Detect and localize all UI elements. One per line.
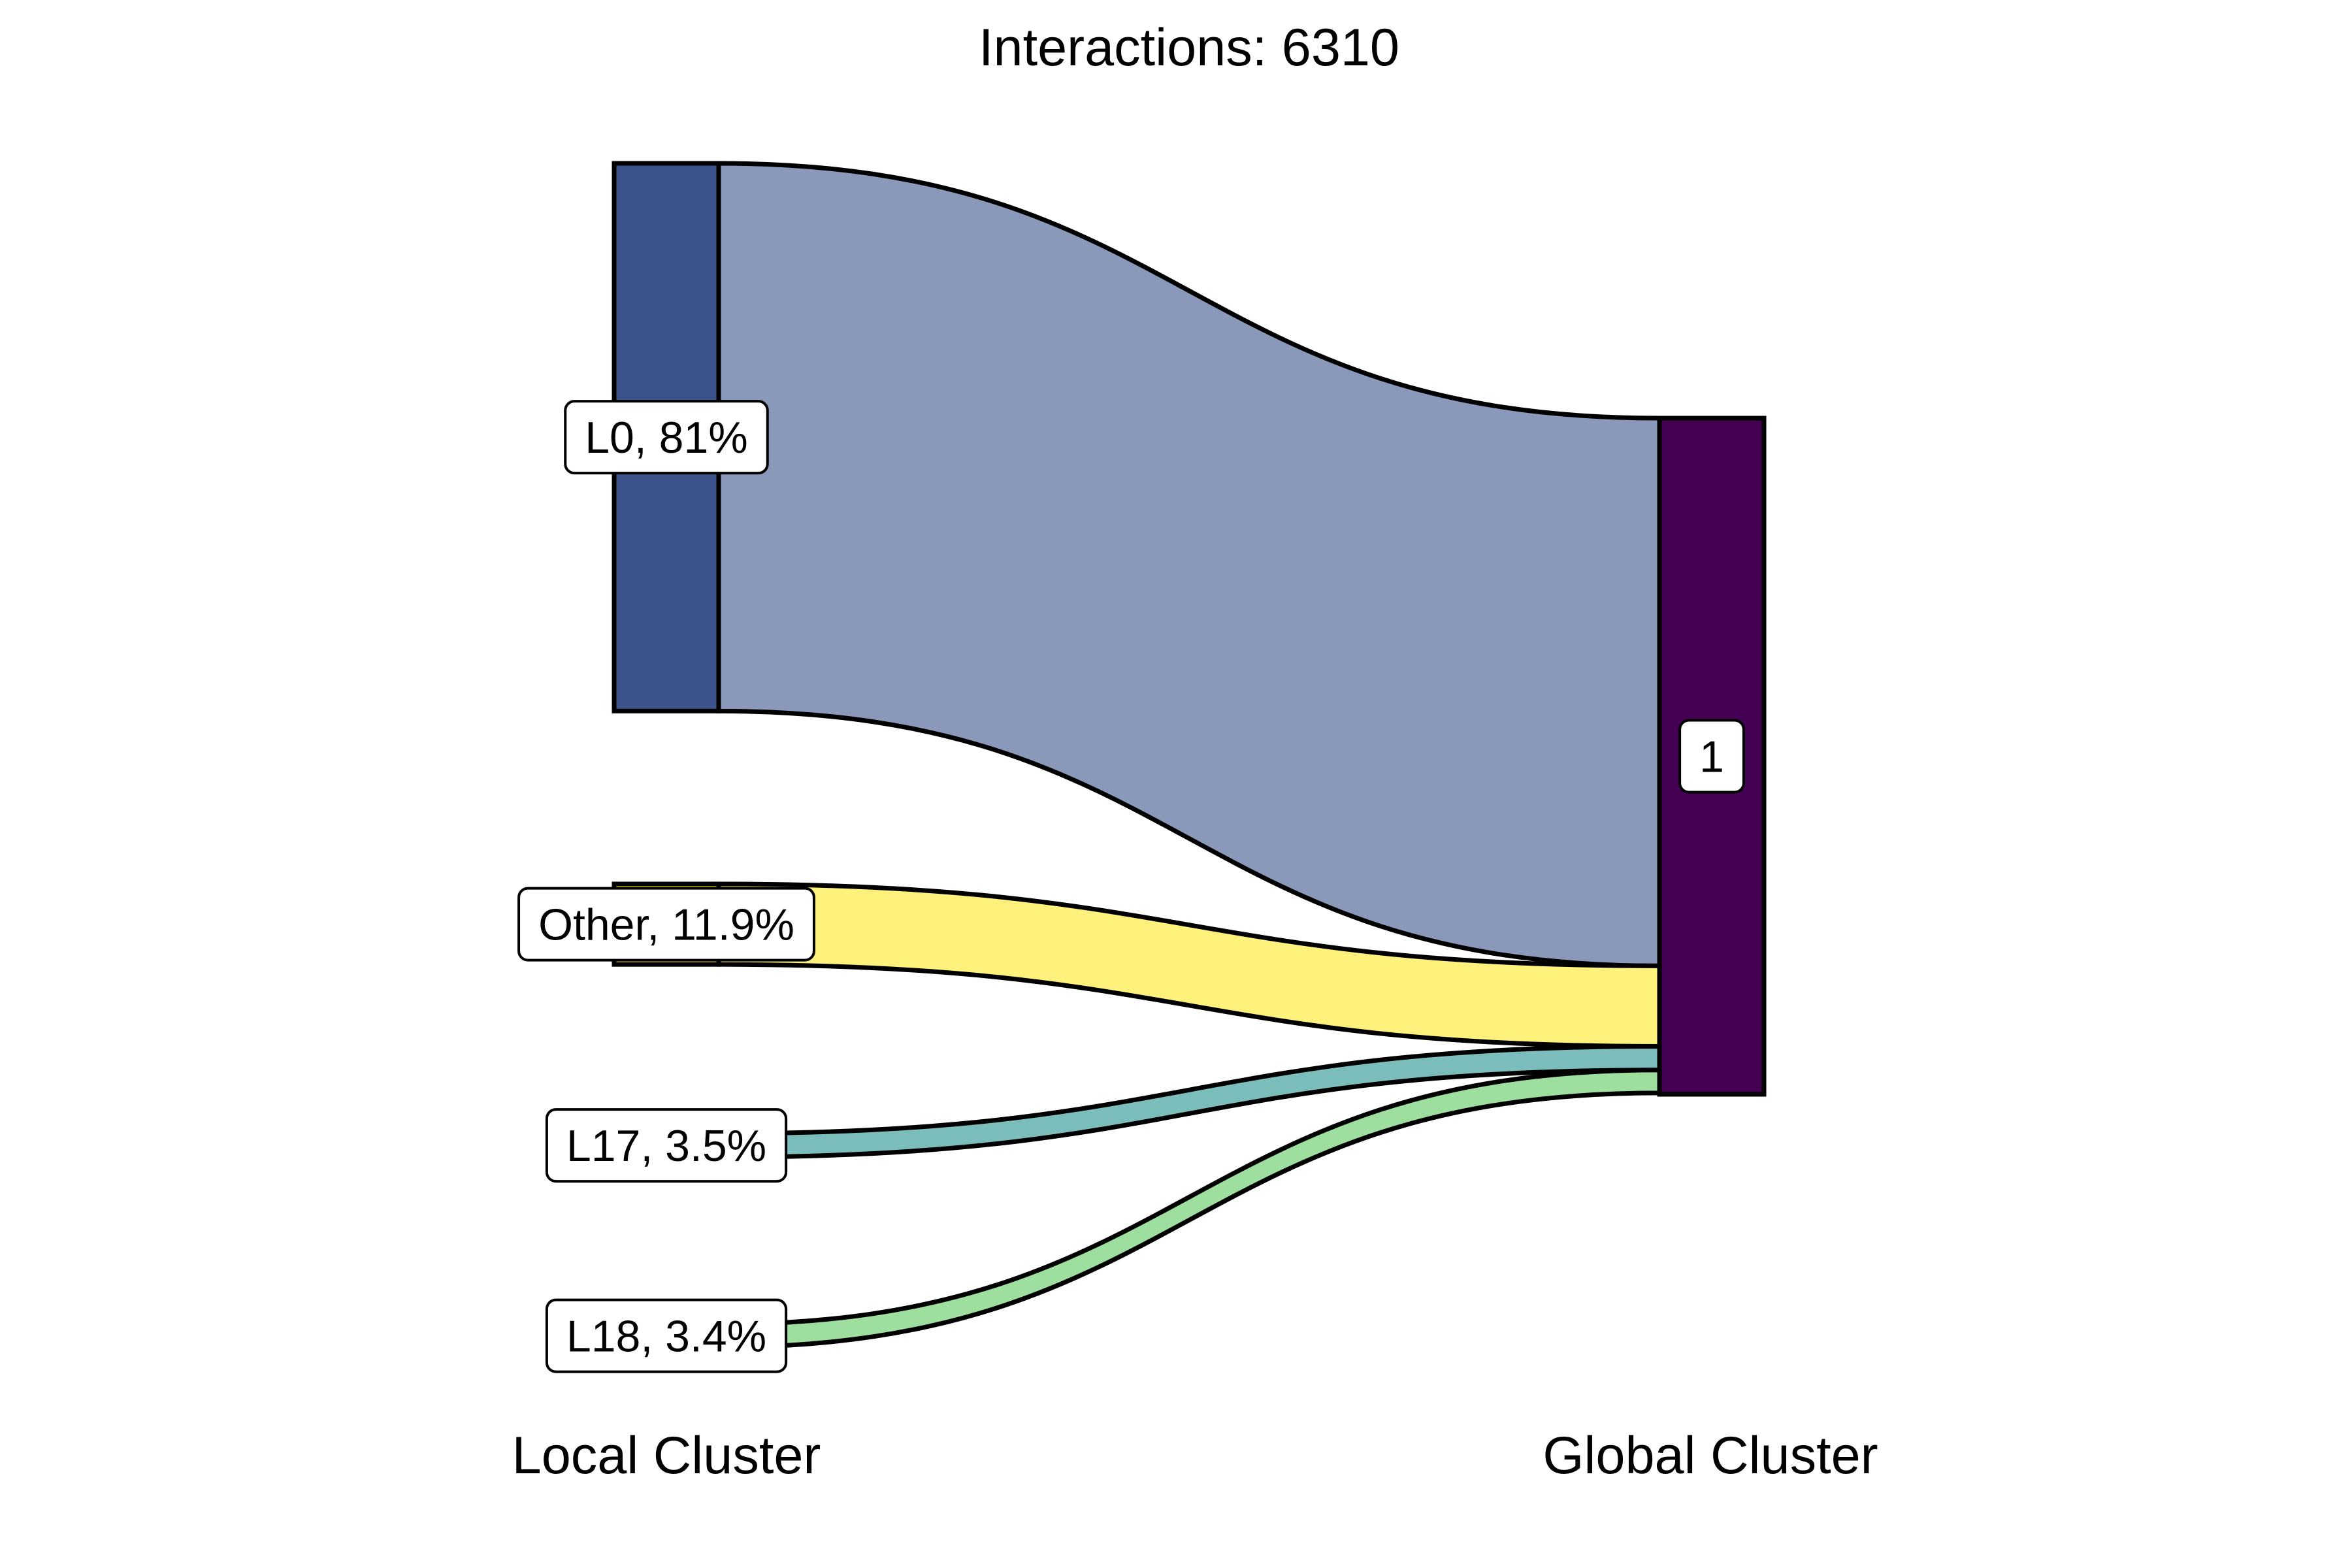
node-label-l17-box: [545, 1108, 788, 1183]
node-label-other: Other, 11.9%: [517, 887, 815, 962]
node-label-l0: L0, 81%: [564, 400, 769, 475]
node-label-target-1-text: 1: [1699, 732, 1724, 782]
axis-label-local-cluster: Local Cluster: [512, 1426, 821, 1485]
node-label-l18-box: [545, 1298, 788, 1373]
labels-layer: L0, 81% Other, 11.9% L17, 3.5% L18, 3.4% 1: [517, 400, 1745, 1373]
node-label-other-box: [517, 887, 815, 962]
flows-layer: [716, 161, 1662, 1350]
node-label-other-text: Other, 11.9%: [538, 900, 794, 950]
node-label-l0-text: L0, 81%: [585, 413, 748, 463]
node-label-l0-box: [564, 400, 769, 475]
node-label-l17: L17, 3.5%: [545, 1108, 788, 1183]
node-label-target-1: 1: [1678, 719, 1745, 794]
axis-label-global-cluster: Global Cluster: [1543, 1426, 1878, 1485]
chart-title: Interactions: 6310: [979, 18, 1399, 77]
node-label-l18: L18, 3.4%: [545, 1298, 788, 1373]
node-label-l18-text: L18, 3.4%: [566, 1312, 766, 1362]
node-label-l17-text: L17, 3.5%: [566, 1121, 766, 1171]
node-label-target-1-box: [1678, 719, 1745, 794]
flow-l0-to-1: [716, 161, 1662, 968]
